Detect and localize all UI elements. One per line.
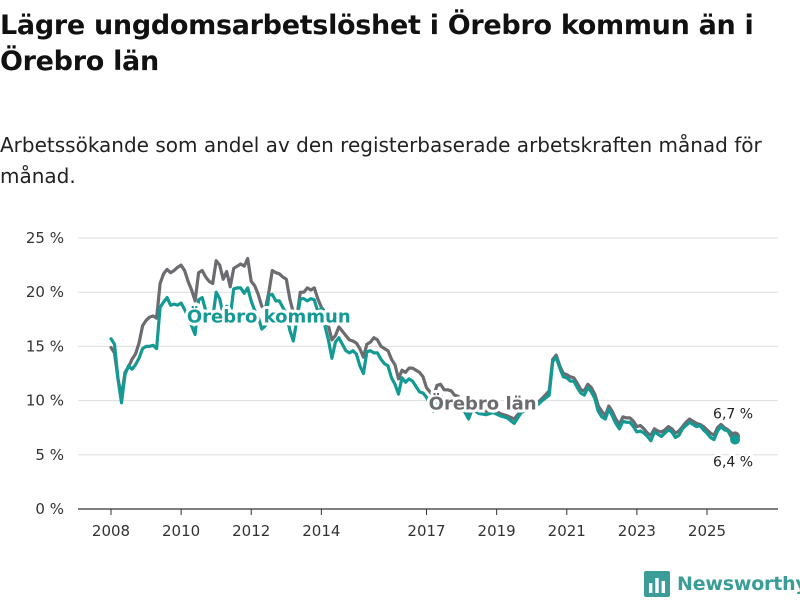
x-tick-label: 2019 [478,522,516,540]
series-lines [109,257,741,445]
y-axis-ticks: 0 % 5 % 10 % 15 % 20 % 25 % [26,229,64,518]
y-tick-label: 25 % [26,229,64,247]
y-tick-label: 0 % [35,500,64,518]
series-labels: Örebro län Örebro kommun 6,7 % 6,4 % [184,303,755,473]
x-tick-label: 2012 [232,522,270,540]
x-tick-label: 2010 [162,522,200,540]
gridlines [78,237,778,510]
y-tick-label: 15 % [26,337,64,355]
newsworthy-logo[interactable]: Newsworthy [644,569,800,599]
x-tick-label: 2021 [548,522,586,540]
series-label-orebro-kommun: Örebro kommun [187,306,351,328]
brand-name: Newsworthy [677,573,800,595]
series-line-orebro-kommun [109,286,737,443]
x-tick-label: 2008 [92,522,130,540]
y-tick-label: 5 % [35,446,64,464]
x-tick-label: 2014 [302,522,340,540]
x-axis-ticks: 2008 2010 2012 2014 2017 2019 2021 2023 2025 [92,509,726,540]
end-label-orebro-lan: 6,7 % [713,406,753,422]
y-tick-label: 10 % [26,392,64,410]
x-tick-label: 2025 [688,522,726,540]
series-label-orebro-lan: Örebro län [429,392,537,414]
chart-title: Lägre ungdomsarbetslöshet i Örebro kommu… [0,10,754,77]
series-line-orebro-lan [109,257,737,438]
x-tick-label: 2017 [407,522,445,540]
y-tick-label: 20 % [26,283,64,301]
end-dot-orebro-kommun [730,434,741,445]
x-tick-label: 2023 [618,522,656,540]
chart-subtitle: Arbetssökande som andel av den registerb… [0,133,762,188]
end-label-orebro-kommun: 6,4 % [713,455,753,471]
bar-chart-icon [644,571,670,597]
